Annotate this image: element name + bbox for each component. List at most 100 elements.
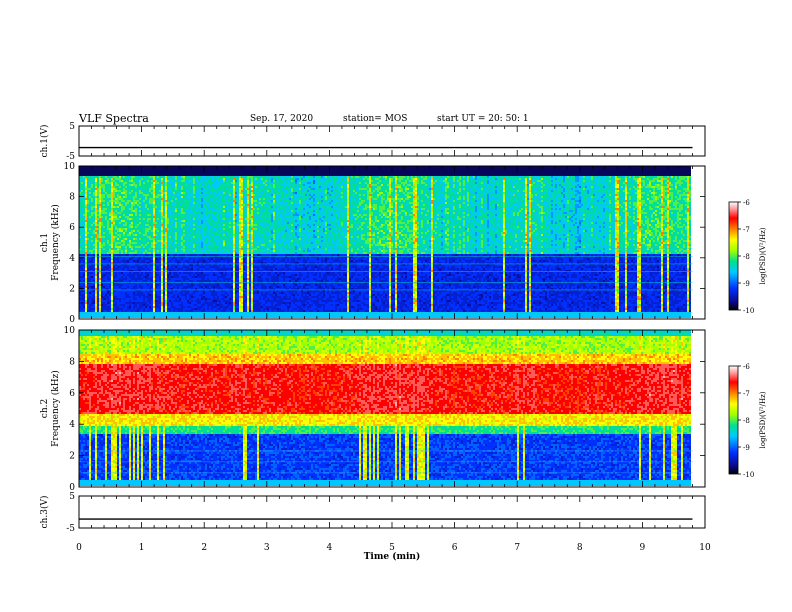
- spectrogram-cell: [251, 250, 253, 252]
- spectrogram-cell: [117, 246, 119, 250]
- spectrogram-cell: [85, 230, 87, 232]
- spectrogram-cell: [285, 182, 287, 184]
- spectrogram-cell: [79, 278, 81, 280]
- spectrogram-cell: [117, 238, 119, 240]
- spectrogram-cell: [225, 192, 227, 196]
- spectrogram-cell: [273, 220, 275, 230]
- spectrogram-cell: [105, 242, 107, 244]
- spectrogram-cell: [239, 178, 241, 180]
- spectrogram-cell: [269, 178, 271, 180]
- spectrogram-cell: [167, 190, 169, 192]
- spectrogram-cell: [135, 244, 137, 246]
- spectrogram-cell: [129, 186, 131, 192]
- spectrogram-cell: [217, 230, 219, 232]
- spectrogram-cell: [257, 220, 259, 228]
- spectrogram-cell: [121, 222, 123, 224]
- spectrogram-cell: [281, 212, 283, 216]
- spectrogram-cell: [181, 302, 183, 312]
- spectrogram-cell: [161, 312, 163, 318]
- spectrogram-cell: [239, 226, 241, 230]
- spectrogram-cell: [245, 278, 247, 280]
- spectrogram-cell: [217, 296, 219, 302]
- spectrogram-cell: [115, 248, 117, 250]
- spectrogram-cell: [105, 254, 107, 260]
- spectrogram-cell: [167, 242, 169, 244]
- spectrogram-cell: [113, 304, 115, 306]
- spectrogram-cell: [115, 224, 117, 226]
- spectrogram-cell: [239, 166, 241, 176]
- spectrogram-cell: [137, 198, 139, 200]
- spectrogram-cell: [213, 306, 215, 308]
- spectrogram-cell: [285, 266, 287, 268]
- spectrogram-cell: [243, 294, 245, 296]
- spectrogram-cell: [225, 254, 227, 256]
- spectrogram-cell: [281, 244, 283, 246]
- spectrogram-cell: [101, 304, 103, 306]
- spectrogram-cell: [197, 236, 199, 238]
- spectrogram-cell: [253, 250, 255, 254]
- spectrogram-cell: [261, 228, 263, 230]
- spectrogram-cell: [91, 224, 93, 226]
- spectrogram-cell: [237, 192, 239, 194]
- spectrogram-cell: [261, 222, 263, 224]
- spectrogram-cell: [223, 186, 225, 192]
- spectrogram-cell: [161, 226, 163, 228]
- spectrogram-cell: [127, 302, 129, 304]
- spectrogram-cell: [197, 244, 199, 246]
- spectrogram-cell: [173, 278, 175, 282]
- spectrogram-cell: [221, 194, 223, 196]
- spectrogram-cell: [113, 166, 115, 176]
- spectrogram-cell: [137, 226, 139, 228]
- spectrogram-cell: [185, 300, 187, 310]
- spectrogram-cell: [97, 304, 99, 306]
- spectrogram-cell: [171, 194, 173, 196]
- spectrogram-cell: [239, 180, 241, 182]
- spectrogram-cell: [267, 248, 269, 250]
- spectrogram-cell: [215, 216, 217, 218]
- spectrogram-cell: [173, 288, 175, 294]
- spectrogram-cell: [233, 188, 235, 190]
- spectrogram-cell: [109, 184, 111, 194]
- spectrogram-cell: [213, 212, 215, 216]
- spectrogram-cell: [253, 310, 255, 312]
- spectrogram-cell: [173, 302, 175, 306]
- spectrogram-cell: [137, 290, 139, 296]
- spectrogram-cell: [185, 246, 187, 250]
- spectrogram-cell: [83, 190, 85, 194]
- spectrogram-cell: [267, 250, 269, 252]
- spectrogram-cell: [117, 298, 119, 300]
- spectrogram-cell: [253, 266, 255, 268]
- spectrogram-cell: [159, 234, 161, 236]
- spectrogram-cell: [131, 260, 133, 266]
- spectrogram-cell: [87, 200, 89, 204]
- spectrogram-cell: [285, 194, 287, 198]
- spectrogram-cell: [271, 184, 273, 186]
- spectrogram-cell: [145, 200, 147, 204]
- spectrogram-cell: [165, 260, 167, 262]
- spectrogram-cell: [269, 312, 271, 318]
- spectrogram-cell: [83, 178, 85, 180]
- spectrogram-cell: [179, 238, 181, 240]
- spectrogram-cell: [279, 202, 281, 206]
- spectrogram-cell: [225, 268, 227, 276]
- spectrogram-cell: [247, 242, 249, 244]
- spectrogram-cell: [273, 216, 275, 220]
- spectrogram-cell: [215, 218, 217, 222]
- spectrogram-cell: [175, 200, 177, 202]
- spectrogram-cell: [239, 286, 241, 288]
- spectrogram-cell: [81, 260, 83, 264]
- spectrogram-cell: [255, 202, 257, 204]
- spectrogram-cell: [213, 240, 215, 242]
- spectrogram-cell: [165, 248, 167, 254]
- spectrogram-cell: [177, 296, 179, 298]
- spectrogram-cell: [125, 276, 127, 280]
- spectrogram-cell: [209, 226, 211, 228]
- spectrogram-cell: [111, 304, 113, 306]
- spectrogram-cell: [287, 300, 289, 302]
- spectrogram-cell: [281, 184, 283, 186]
- spectrogram-cell: [105, 288, 107, 290]
- spectrogram-cell: [129, 166, 131, 176]
- spectrogram-cell: [241, 244, 243, 246]
- spectrogram-cell: [195, 290, 197, 292]
- spectrogram-cell: [283, 218, 285, 220]
